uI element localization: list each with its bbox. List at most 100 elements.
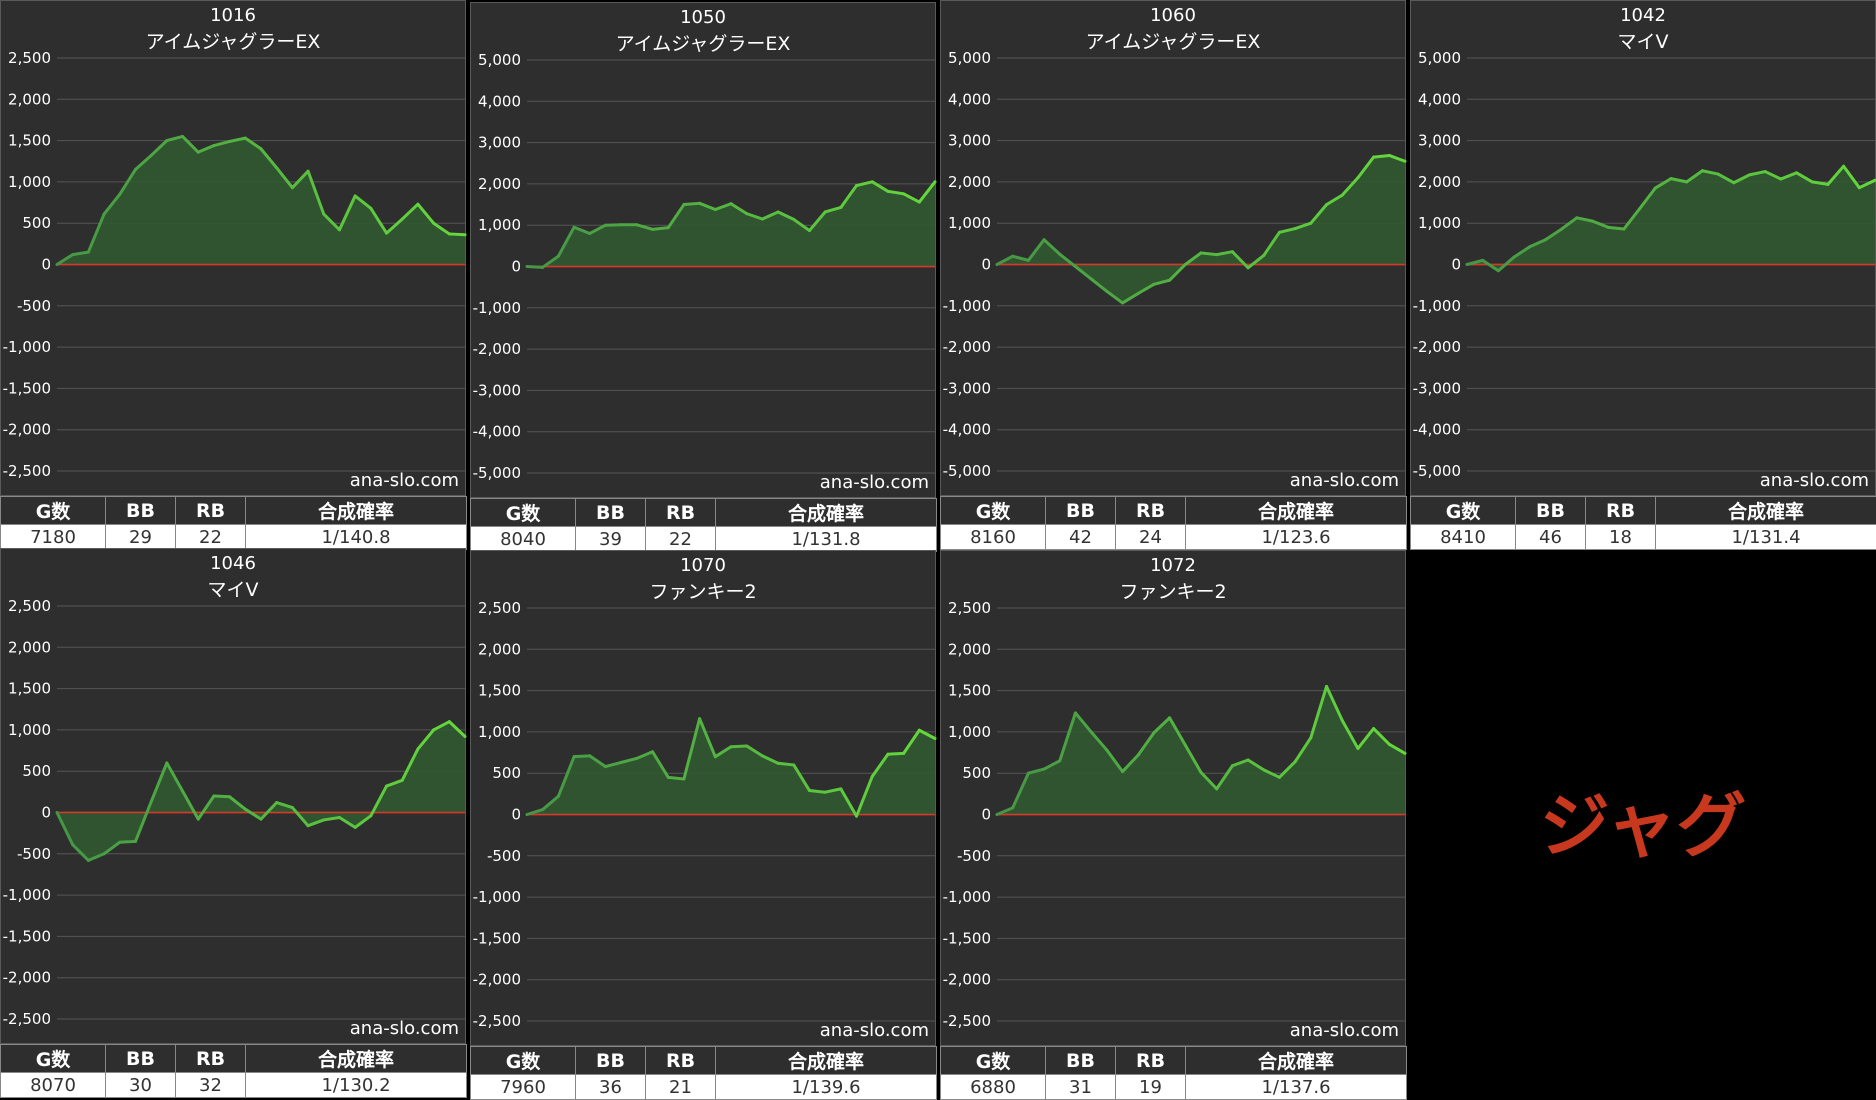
y-tick-label: 2,000 (8, 90, 51, 108)
y-tick-label: -1,000 (473, 888, 521, 906)
y-tick-label: 4,000 (948, 90, 991, 108)
stats-header: 合成確率 (1186, 1047, 1407, 1075)
stats-header: 合成確率 (1186, 497, 1407, 525)
series-line-segment (449, 234, 465, 235)
y-tick-label: 1,500 (948, 682, 991, 700)
series-line-segment (120, 841, 136, 842)
y-tick-label: -2,000 (943, 338, 991, 356)
series-area (527, 182, 935, 267)
chart-svg: 2,5002,0001,5001,0005000-500-1,000-1,500… (471, 551, 937, 1047)
y-tick-label: 1,500 (478, 682, 521, 700)
stats-header: 合成確率 (246, 497, 467, 525)
watermark: ana-slo.com (350, 1018, 459, 1039)
machine-number: 1046 (1, 553, 465, 574)
y-tick-label: -2,500 (473, 1012, 521, 1030)
stats-cell: 42 (1046, 525, 1116, 550)
machine-name: アイムジャグラーEX (941, 27, 1405, 54)
y-tick-label: -5,000 (473, 464, 521, 482)
watermark: ana-slo.com (820, 472, 929, 493)
machine-number: 1072 (941, 555, 1405, 576)
stats-header: BB (106, 497, 176, 525)
chart-svg: 2,5002,0001,5001,0005000-500-1,000-1,500… (1, 1, 467, 497)
chart-svg: 5,0004,0003,0002,0001,0000-1,000-2,000-3… (1411, 1, 1876, 497)
chart-svg: 5,0004,0003,0002,0001,0000-1,000-2,000-3… (471, 3, 937, 499)
y-tick-label: 3,000 (948, 132, 991, 150)
y-tick-label: 0 (41, 804, 51, 822)
y-tick-label: 0 (981, 806, 991, 824)
stats-header: G数 (941, 497, 1046, 525)
y-tick-label: -1,000 (1413, 297, 1461, 315)
y-tick-label: 4,000 (1418, 90, 1461, 108)
stats-header: 合成確率 (716, 1047, 937, 1075)
series-area (57, 136, 465, 264)
y-tick-label: -500 (957, 847, 991, 865)
stats-header: G数 (941, 1047, 1046, 1075)
y-tick-label: 1,000 (948, 214, 991, 232)
series-line-segment (574, 756, 590, 757)
stats-header: G数 (471, 1047, 576, 1075)
stats-cell: 7180 (1, 525, 106, 550)
y-tick-label: 2,000 (8, 638, 51, 656)
y-tick-label: 2,000 (948, 640, 991, 658)
stats-cell: 1/140.8 (246, 525, 467, 550)
series-line-segment (1608, 227, 1624, 229)
y-tick-label: -4,000 (473, 423, 521, 441)
stats-cell: 30 (106, 1073, 176, 1098)
y-tick-label: -4,000 (943, 421, 991, 439)
y-tick-label: 0 (511, 258, 521, 276)
y-tick-label: -3,000 (943, 379, 991, 397)
stats-header: RB (646, 499, 716, 527)
y-tick-label: 2,000 (478, 175, 521, 193)
watermark: ana-slo.com (1290, 470, 1399, 491)
stats-header: RB (646, 1047, 716, 1075)
y-tick-label: 1,500 (8, 132, 51, 150)
series-area (997, 155, 1405, 302)
y-tick-label: 1,000 (948, 723, 991, 741)
machine-number: 1016 (1, 5, 465, 26)
stats-cell: 24 (1116, 525, 1186, 550)
stats-cell: 1/131.8 (716, 527, 937, 552)
series-area (527, 719, 935, 816)
series-line-segment (214, 796, 230, 797)
y-tick-label: -1,000 (473, 299, 521, 317)
series-line-segment (684, 203, 700, 204)
y-tick-label: 0 (981, 256, 991, 274)
chart-svg: 2,5002,0001,5001,0005000-500-1,000-1,500… (941, 551, 1407, 1047)
chart-svg: 5,0004,0003,0002,0001,0000-1,000-2,000-3… (941, 1, 1407, 497)
machine-name: ファンキー2 (941, 577, 1405, 604)
y-tick-label: 3,000 (1418, 132, 1461, 150)
machine-number: 1050 (471, 7, 935, 28)
y-tick-label: 500 (492, 764, 521, 782)
watermark: ana-slo.com (1760, 470, 1869, 491)
machine-name: ファンキー2 (471, 577, 935, 604)
stats-header: BB (1516, 497, 1586, 525)
stats-cell: 1/131.4 (1656, 525, 1876, 550)
machine-number: 1070 (471, 555, 935, 576)
stats-cell: 32 (176, 1073, 246, 1098)
stats-header: 合成確率 (1656, 497, 1876, 525)
y-tick-label: -5,000 (943, 462, 991, 480)
series-line-segment (809, 791, 825, 793)
stats-cell: 39 (576, 527, 646, 552)
series-line-segment (888, 753, 904, 754)
y-tick-label: -1,000 (943, 888, 991, 906)
y-tick-label: -500 (487, 847, 521, 865)
y-tick-label: -5,000 (1413, 462, 1461, 480)
series-line-segment (1374, 155, 1390, 157)
y-tick-label: 1,000 (8, 173, 51, 191)
